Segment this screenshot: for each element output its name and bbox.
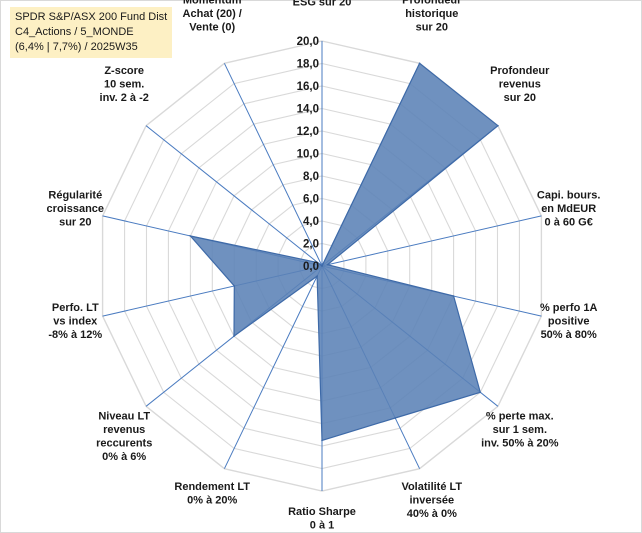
series-point — [233, 335, 235, 337]
tick-label: 14,0 — [297, 104, 319, 116]
series-point — [189, 235, 192, 237]
axis-label: Perfo. LT vs index -8% à 12% — [48, 302, 102, 341]
axis-label-line: inversée — [409, 494, 454, 506]
axis-label-line: Achat (20) / — [183, 8, 242, 20]
axis-label-line: -8% à 12% — [48, 329, 102, 341]
axis-label-line: positive — [548, 316, 590, 328]
axis-label-line: 0 à 60 G€ — [545, 217, 593, 229]
axis-label-line: % perfo 1A — [540, 302, 598, 314]
axis-label: Rendement LT 0% à 20% — [174, 481, 250, 507]
axis-label-line: revenus — [499, 78, 541, 90]
tick-label: 0,0 — [303, 261, 319, 273]
series-area — [188, 62, 499, 442]
axis-label-line: inv. 2 à -2 — [100, 92, 149, 104]
tick-label: 16,0 — [297, 81, 319, 93]
tick-label: 10,0 — [297, 149, 319, 161]
axis-label-line: Volatilité LT — [401, 481, 462, 493]
axis-spoke — [223, 63, 323, 267]
axis-label-line: Régularité — [48, 190, 102, 202]
axis-label: Profondeur historique sur 20 — [402, 0, 462, 34]
axis-label-line: Profondeur — [490, 65, 550, 77]
axis-label-line: 40% à 0% — [407, 508, 457, 520]
axis-label: Profondeur revenus sur 20 — [490, 65, 550, 104]
tick-label: 12,0 — [297, 126, 319, 138]
series-point — [316, 261, 319, 264]
axis-label-line: Ratio Sharpe — [288, 506, 356, 518]
series-point — [497, 124, 499, 127]
series-point — [479, 391, 482, 394]
series-point — [452, 295, 455, 297]
axis-label-line: Vente (0) — [189, 22, 235, 34]
axis-label: Régularité croissance sur 20 — [47, 190, 104, 229]
tick-label: 18,0 — [297, 59, 319, 71]
axis-label-line: vs index — [53, 316, 98, 328]
axis-label-line: 0% à 20% — [187, 494, 237, 506]
axis-label-line: historique — [405, 8, 458, 20]
axis-label: Z-score 10 sem. inv. 2 à -2 — [100, 65, 149, 104]
axis-label: Momentum Achat (20) / Vente (0) — [183, 0, 242, 34]
chart-title-box: SPDR S&P/ASX 200 Fund Dist C4_Actions / … — [10, 7, 173, 58]
axis-label-line: Capi. bours. — [537, 190, 601, 202]
axis-label-line: Niveau LT — [98, 411, 150, 423]
tick-label: 2,0 — [303, 239, 319, 251]
axis-label-line: Profondeur — [402, 0, 462, 7]
axis-label: Capi. bours. en MdEUR 0 à 60 G€ — [537, 190, 601, 229]
axis-label-line: 0% à 6% — [102, 451, 146, 463]
axis-spoke — [321, 215, 542, 267]
axis-spoke — [223, 265, 323, 469]
axis-label-line: croissance — [47, 203, 104, 215]
axis-label-line: sur 20 — [416, 22, 448, 34]
axis-label-line: sur 1 sem. — [493, 424, 547, 436]
title-line-1: SPDR S&P/ASX 200 Fund Dist — [15, 11, 168, 23]
tick-label: 4,0 — [303, 216, 319, 228]
axis-label: NoteESG sur 20 — [293, 0, 352, 9]
tick-label: 8,0 — [303, 171, 319, 183]
axis-label-line: 10 sem. — [104, 78, 144, 90]
axis-label-line: Z-score — [104, 65, 144, 77]
axis-label-line: sur 20 — [504, 92, 536, 104]
axis-label-line: Perfo. LT — [52, 302, 99, 314]
series-point — [321, 265, 323, 267]
axis-label-line: Momentum — [183, 0, 242, 7]
series-point — [326, 263, 329, 266]
axis-label: % perte max. sur 1 sem. inv. 50% à 20% — [481, 411, 559, 450]
axis-label-line: revenus — [103, 424, 145, 436]
series-point — [233, 285, 236, 287]
tick-label: 6,0 — [303, 194, 319, 206]
axis-label-line: inv. 50% à 20% — [481, 438, 559, 450]
axis-label-line: ESG sur 20 — [293, 0, 352, 9]
series-point — [321, 439, 323, 442]
title-line-2: C4_Actions / 5_MONDE — [15, 26, 134, 38]
series-point — [394, 417, 397, 419]
axis-label-line: sur 20 — [59, 217, 91, 229]
axis-label-line: en MdEUR — [541, 203, 596, 215]
axis-label-line: 0 à 1 — [310, 520, 334, 532]
radar-series — [188, 62, 499, 442]
series-point — [316, 275, 318, 277]
axis-label: % perfo 1A positive 50% à 80% — [540, 302, 598, 341]
axis-label-line: 50% à 80% — [541, 329, 597, 341]
axis-label: Volatilité LT inversée 40% à 0% — [401, 481, 462, 520]
axis-label-line: Rendement LT — [174, 481, 250, 493]
axis-label-line: reccurents — [96, 438, 152, 450]
axis-spoke — [145, 125, 323, 267]
series-point — [418, 62, 421, 65]
axis-label: Ratio Sharpe 0 à 1 — [288, 506, 356, 532]
tick-label: 20,0 — [297, 36, 319, 48]
axis-label-line: % perte max. — [486, 411, 554, 423]
title-line-3: (6,4% | 7,7%) / 2025W35 — [15, 41, 138, 53]
axis-label: Niveau LT revenus reccurents 0% à 6% — [96, 411, 152, 464]
radar-tick-labels: 0,0 2,0 4,0 6,0 8,0 10,0 12,0 14,0 16,0 18,0 20,0 — [297, 36, 319, 273]
